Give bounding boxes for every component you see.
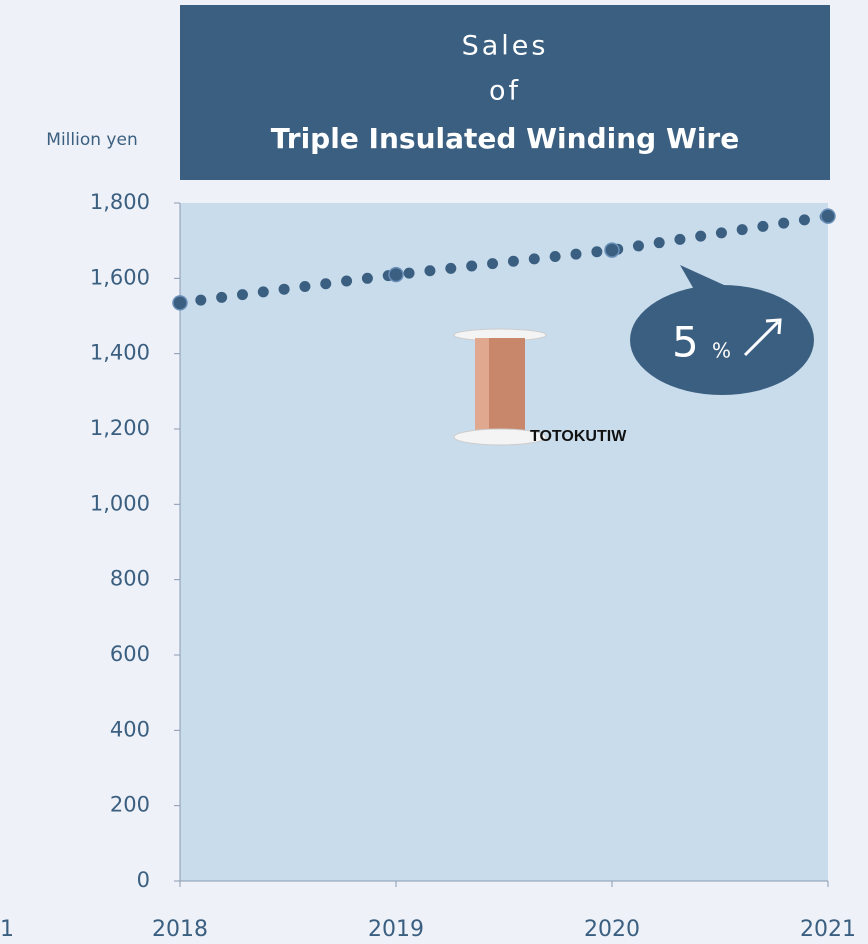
y-tick-label: 400 <box>110 717 150 741</box>
title-box <box>180 5 830 180</box>
y-tick-label: 600 <box>110 642 150 666</box>
data-point <box>820 208 836 224</box>
y-tick-label: 1,200 <box>90 416 150 440</box>
data-point <box>604 242 620 258</box>
data-point <box>172 295 188 311</box>
y-tick-label: 800 <box>110 567 150 591</box>
edge-label: 1 <box>0 917 14 942</box>
callout: 5 % <box>630 265 814 395</box>
x-tick-label: 2020 <box>584 917 640 942</box>
y-tick-label: 1,400 <box>90 341 150 365</box>
data-point <box>388 266 404 283</box>
y-tick-label: 200 <box>110 793 150 817</box>
y-tick-label: 1,600 <box>90 265 150 289</box>
x-tick-label: 2018 <box>152 917 208 942</box>
title-line: Sales <box>462 31 549 62</box>
y-axis-label: Million yen <box>46 130 137 150</box>
y-tick-label: 1,000 <box>90 491 150 515</box>
title-line: of <box>489 76 521 107</box>
x-tick-label: 2021 <box>800 917 856 942</box>
callout-unit: % <box>712 339 731 363</box>
x-tick-label: 2019 <box>368 917 424 942</box>
spool-image: TOTOKUTIW <box>453 328 627 446</box>
y-tick-label: 1,800 <box>90 190 150 214</box>
callout-number: 5 <box>672 318 699 367</box>
y-tick-label: 0 <box>137 868 150 892</box>
series-line <box>174 210 834 309</box>
image-label: TOTOKUTIW <box>530 428 627 445</box>
title-line: Triple Insulated Winding Wire <box>271 122 739 155</box>
